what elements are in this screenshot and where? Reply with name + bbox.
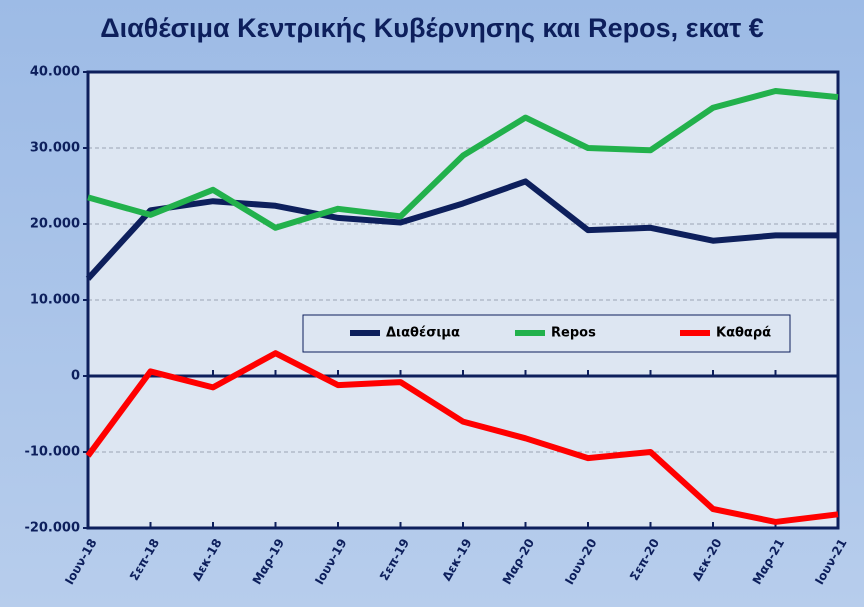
y-tick-label: 10.000 <box>30 293 80 308</box>
y-tick-label: 40.000 <box>30 65 80 80</box>
x-tick-label: Μαρ-20 <box>500 536 537 587</box>
legend-label: Repos <box>551 326 596 341</box>
x-tick-label: Ιουν-20 <box>562 536 599 587</box>
x-tick-label: Σεπ-18 <box>127 536 162 583</box>
x-tick-label: Μαρ-19 <box>250 536 287 587</box>
chart-title: Διαθέσιμα Κεντρικής Κυβέρνησης και Repos… <box>100 13 764 43</box>
y-tick-label: 0 <box>71 369 80 384</box>
y-tick-label: 30.000 <box>30 141 80 156</box>
legend-label: Καθαρά <box>716 326 771 341</box>
y-tick-label: 20.000 <box>30 217 80 232</box>
x-tick-label: Ιουν-18 <box>62 536 99 587</box>
x-tick-label: Μαρ-21 <box>750 536 787 587</box>
x-tick-label: Ιουν-19 <box>312 536 349 587</box>
x-tick-label: Δεκ-18 <box>189 536 224 583</box>
x-tick-label: Ιουν-21 <box>812 536 849 587</box>
x-tick-label: Σεπ-20 <box>627 536 662 583</box>
x-tick-label: Σεπ-19 <box>377 536 412 583</box>
y-tick-label: -10.000 <box>24 445 80 460</box>
x-tick-label: Δεκ-20 <box>689 536 724 583</box>
legend-label: Διαθέσιμα <box>386 326 460 341</box>
series-line <box>85 178 838 281</box>
series-line <box>85 350 839 525</box>
series-line <box>87 88 839 231</box>
y-tick-label: -20.000 <box>24 521 80 536</box>
x-tick-label: Δεκ-19 <box>439 536 474 583</box>
